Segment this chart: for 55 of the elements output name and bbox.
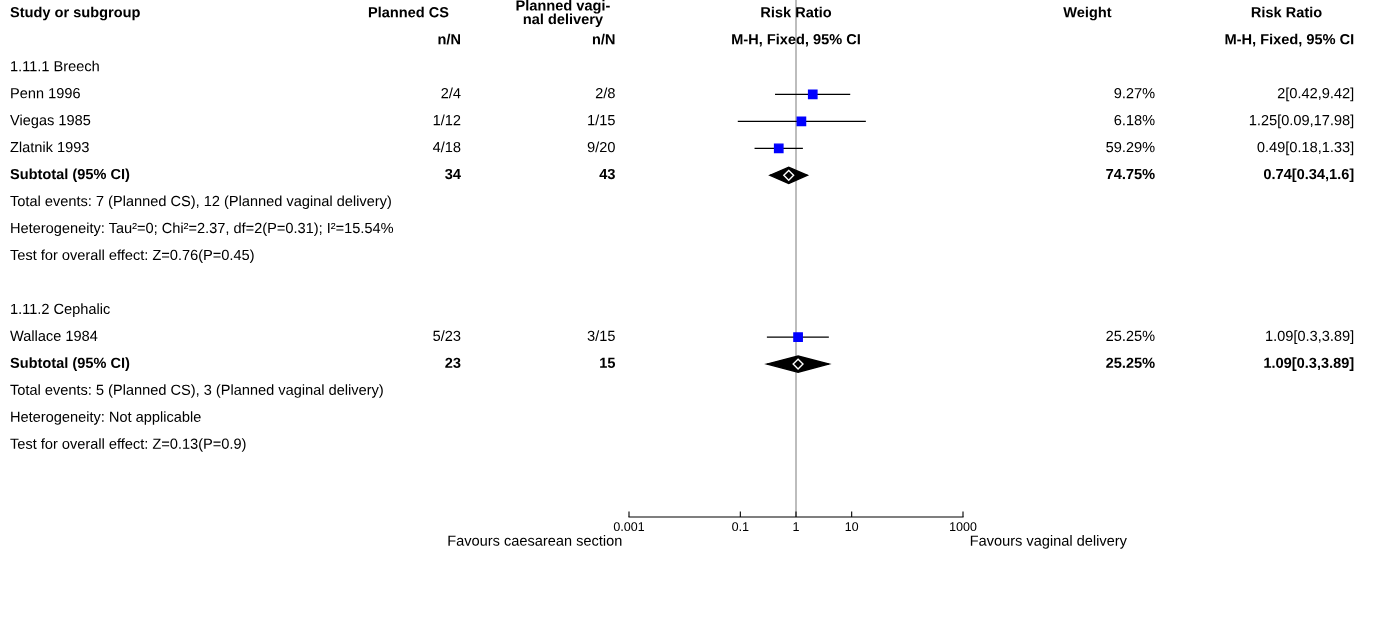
text: M-H, Fixed, 95% CI — [1225, 33, 1354, 47]
x-tick-label: 0.1 — [732, 522, 749, 532]
text: 1.25[0.09,17.98] — [1249, 114, 1354, 129]
text: 23 — [445, 357, 461, 369]
text: 15 — [600, 357, 616, 368]
text: 59.29% — [1106, 141, 1155, 153]
category-label: Total events: 5 (Planned CS), 3 (Planned vaginal delivery) — [10, 384, 383, 398]
category-label: 1.11.1 Breech — [11, 60, 99, 72]
text: 0.49[0.18,1.33] — [1257, 141, 1354, 156]
category-label: Heterogeneity: Tau²=0; Chi²=2.37, df=2(P=0.31); I²=15.54% — [11, 222, 394, 237]
x-tick-label: 0.001 — [613, 522, 645, 532]
x-tick-label: 10 — [845, 522, 859, 532]
text: 1.09[0.3,3.89] — [1264, 357, 1354, 371]
category-label: Planned vagi- nal delivery — [516, 0, 610, 28]
text: 4/18 — [432, 141, 461, 153]
category-label: Weight — [1063, 6, 1112, 21]
x-tick-label: 1 — [793, 522, 799, 531]
text: 43 — [599, 168, 615, 180]
category-label: Wallace 1984 — [10, 330, 98, 342]
text: 2/4 — [441, 87, 461, 99]
category-label: Test for overall effect: Z=0.13(P=0.9) — [10, 438, 246, 452]
y-axis-title: Study or subgroup — [10, 6, 140, 21]
text: Favours caesarean section — [448, 535, 622, 546]
category-label: Subtotal (95% CI) — [10, 357, 130, 371]
category-label: Risk Ratio — [1251, 6, 1322, 18]
x-tick-label: 1000 — [950, 522, 977, 532]
text: 1/15 — [588, 114, 615, 126]
text: n/N — [438, 33, 460, 45]
category-label: Penn 1996 — [11, 87, 80, 99]
text: 9.27% — [1114, 87, 1155, 99]
category-label: Planned CS — [368, 6, 449, 18]
category-label: Total events: 7 (Planned CS), 12 (Planned vaginal delivery) — [10, 195, 391, 210]
text: 5/23 — [433, 330, 461, 342]
text: 2/8 — [595, 87, 615, 99]
text: Favours vaginal delivery — [970, 535, 1127, 549]
category-label: 1.11.2 Cephalic — [11, 303, 110, 317]
category-label: Heterogeneity: Not applicable — [11, 411, 201, 425]
category-label: Zlatnik 1993 — [10, 141, 89, 153]
category-label: Viegas 1985 — [10, 114, 91, 129]
chart-title: Risk Ratio — [761, 6, 832, 18]
text: 0.74[0.34,1.6] — [1263, 168, 1354, 183]
text: 34 — [445, 168, 461, 180]
text: 9/20 — [587, 141, 615, 153]
text: n/N — [592, 33, 615, 45]
text: 6.18% — [1114, 114, 1155, 126]
category-label: Subtotal (95% CI) — [10, 168, 130, 183]
text: 25.25% — [1106, 330, 1155, 342]
text: 2[0.42,9.42] — [1277, 87, 1354, 102]
text: 1.09[0.3,3.89] — [1266, 330, 1354, 344]
category-label: Test for overall effect: Z=0.76(P=0.45) — [10, 249, 254, 263]
text: 74.75% — [1106, 168, 1155, 180]
text: 1/12 — [433, 114, 461, 126]
text: 25.25% — [1106, 357, 1155, 368]
text: 3/15 — [587, 330, 615, 342]
chart-subtitle: M-H, Fixed, 95% CI — [732, 33, 860, 47]
